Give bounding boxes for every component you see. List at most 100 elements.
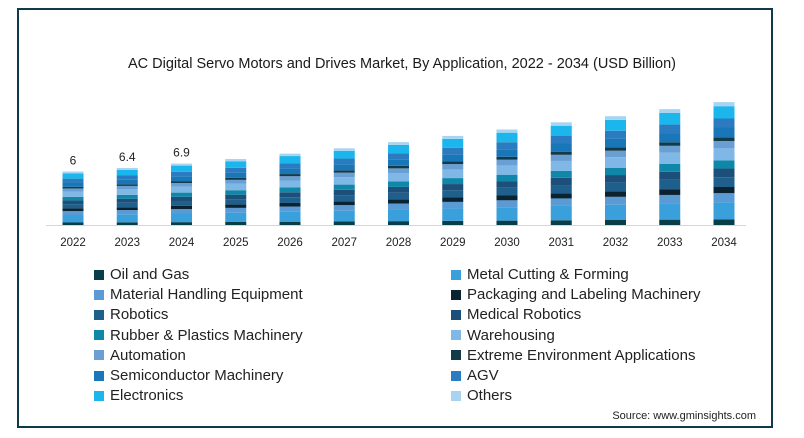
bar-segment-2024-1 [171,213,192,223]
bar-segment-2031-5 [550,177,572,186]
bar-segment-2025-7 [225,183,247,191]
bar-segment-2033-0 [659,219,681,225]
legend-item: Warehousing [451,327,555,344]
legend-label: Material Handling Equipment [110,286,303,304]
bar-segment-2031-11 [550,135,572,144]
legend-label: AGV [467,367,499,384]
bar-segment-2028-13 [388,142,409,145]
bar-segment-2022-13 [62,171,84,174]
bar-segment-2032-6 [605,167,626,176]
x-tick-label: 2028 [386,237,412,249]
bar-segment-2029-13 [442,135,464,139]
bar-segment-2029-0 [442,220,464,225]
bar-segment-2027-1 [333,210,355,222]
bar-segment-2024-11 [171,171,192,177]
bar-segment-2027-8 [333,172,355,178]
legend-item: Material Handling Equipment [94,286,303,303]
legend-item: Electronics [94,387,183,404]
legend-label: Robotics [110,306,169,324]
total-label: 6 [70,153,77,167]
bar-segment-2027-5 [333,189,355,196]
bar-segment-2022-7 [62,191,84,197]
bar-segment-2026-9 [279,174,301,177]
bar-segment-2030-13 [496,129,518,133]
bar-segment-2033-11 [659,124,681,134]
bar-segment-2029-9 [442,161,464,165]
legend-item: Extreme Environment Applications [451,347,695,364]
bar-segment-2024-3 [171,205,192,210]
bar-segment-2030-12 [496,132,518,143]
bar-segment-2030-7 [496,165,518,175]
bar-segment-2022-5 [62,200,84,205]
bar-segment-2024-8 [171,182,192,187]
bar-segment-2025-8 [225,179,247,184]
x-tick-label: 2029 [440,237,466,249]
bar-segment-2034-5 [713,168,735,178]
bar-segment-2025-0 [225,221,247,225]
x-tick-label: 2031 [548,237,574,249]
bar-segment-2031-4 [550,185,572,194]
bar-segment-2027-0 [333,221,355,225]
legend-swatch [451,390,461,401]
bar-segment-2026-6 [279,187,301,193]
bar-segment-2034-10 [713,127,735,138]
legend-item: Others [451,387,512,404]
bar-segment-2026-0 [279,221,301,225]
bar-segment-2033-10 [659,133,681,143]
legend-swatch [94,269,104,280]
bar-segment-2025-10 [225,172,247,178]
bar-segment-2022-6 [62,196,84,201]
bar-segment-2030-10 [496,149,518,157]
bar-segment-2027-13 [333,148,355,151]
bar-segment-2023-10 [116,179,138,185]
bar-segment-2034-4 [713,177,735,187]
bar-segment-2025-3 [225,204,247,208]
bar-segment-2030-4 [496,187,518,196]
bar-segment-2033-4 [659,179,681,190]
bar-segment-2033-6 [659,163,681,172]
legend-label: Packaging and Labeling Machinery [467,286,701,304]
legend-label: Oil and Gas [110,266,190,283]
bar-segment-2032-8 [605,150,626,158]
bars-group [62,102,735,225]
bar-segment-2031-1 [550,205,572,221]
total-label: 6.4 [119,150,136,164]
bar-segment-2022-3 [62,208,84,212]
bar-segment-2022-0 [62,222,84,225]
bar-segment-2024-12 [171,165,192,172]
bar-segment-2025-4 [225,199,247,205]
legend-item: AGV [451,367,499,384]
bar-segment-2029-11 [442,147,464,155]
bar-segment-2031-0 [550,220,572,225]
bar-segment-2031-10 [550,143,572,152]
bar-segment-2026-5 [279,192,301,198]
bar-segment-2033-9 [659,142,681,146]
x-tick-label: 2032 [603,237,629,249]
bar-segment-2022-4 [62,204,84,209]
x-tick-labels: 2022 2023 2024 2025 2026 2027 2028 2029 2030 2031… [60,237,737,249]
bar-segment-2027-9 [333,170,355,173]
bar-segment-2028-2 [388,203,409,210]
x-tick-label: 2026 [277,237,303,249]
bar-segment-2028-7 [388,173,409,182]
bar-segment-2023-0 [116,222,138,225]
bar-segment-2031-2 [550,198,572,206]
bar-segment-2028-9 [388,165,409,169]
chart-title: AC Digital Servo Motors and Drives Marke… [127,56,676,72]
bar-segment-2022-9 [62,186,84,189]
bar-segment-2023-8 [116,185,138,190]
bar-segment-2024-0 [171,222,192,225]
legend-item: Packaging and Labeling Machinery [451,286,701,303]
bar-segment-2032-10 [605,138,626,148]
legend-swatch [94,289,104,300]
bar-segment-2023-13 [116,167,138,170]
bar-segment-2025-2 [225,207,247,213]
bar-segment-2029-12 [442,138,464,148]
legend-label: Others [467,387,513,405]
legend-swatch [94,330,104,341]
bar-segment-2034-7 [713,148,735,161]
bar-segment-2032-1 [605,204,626,220]
bar-segment-2025-11 [225,167,247,173]
bar-segment-2032-13 [605,116,626,120]
x-tick-label: 2024 [169,237,195,249]
